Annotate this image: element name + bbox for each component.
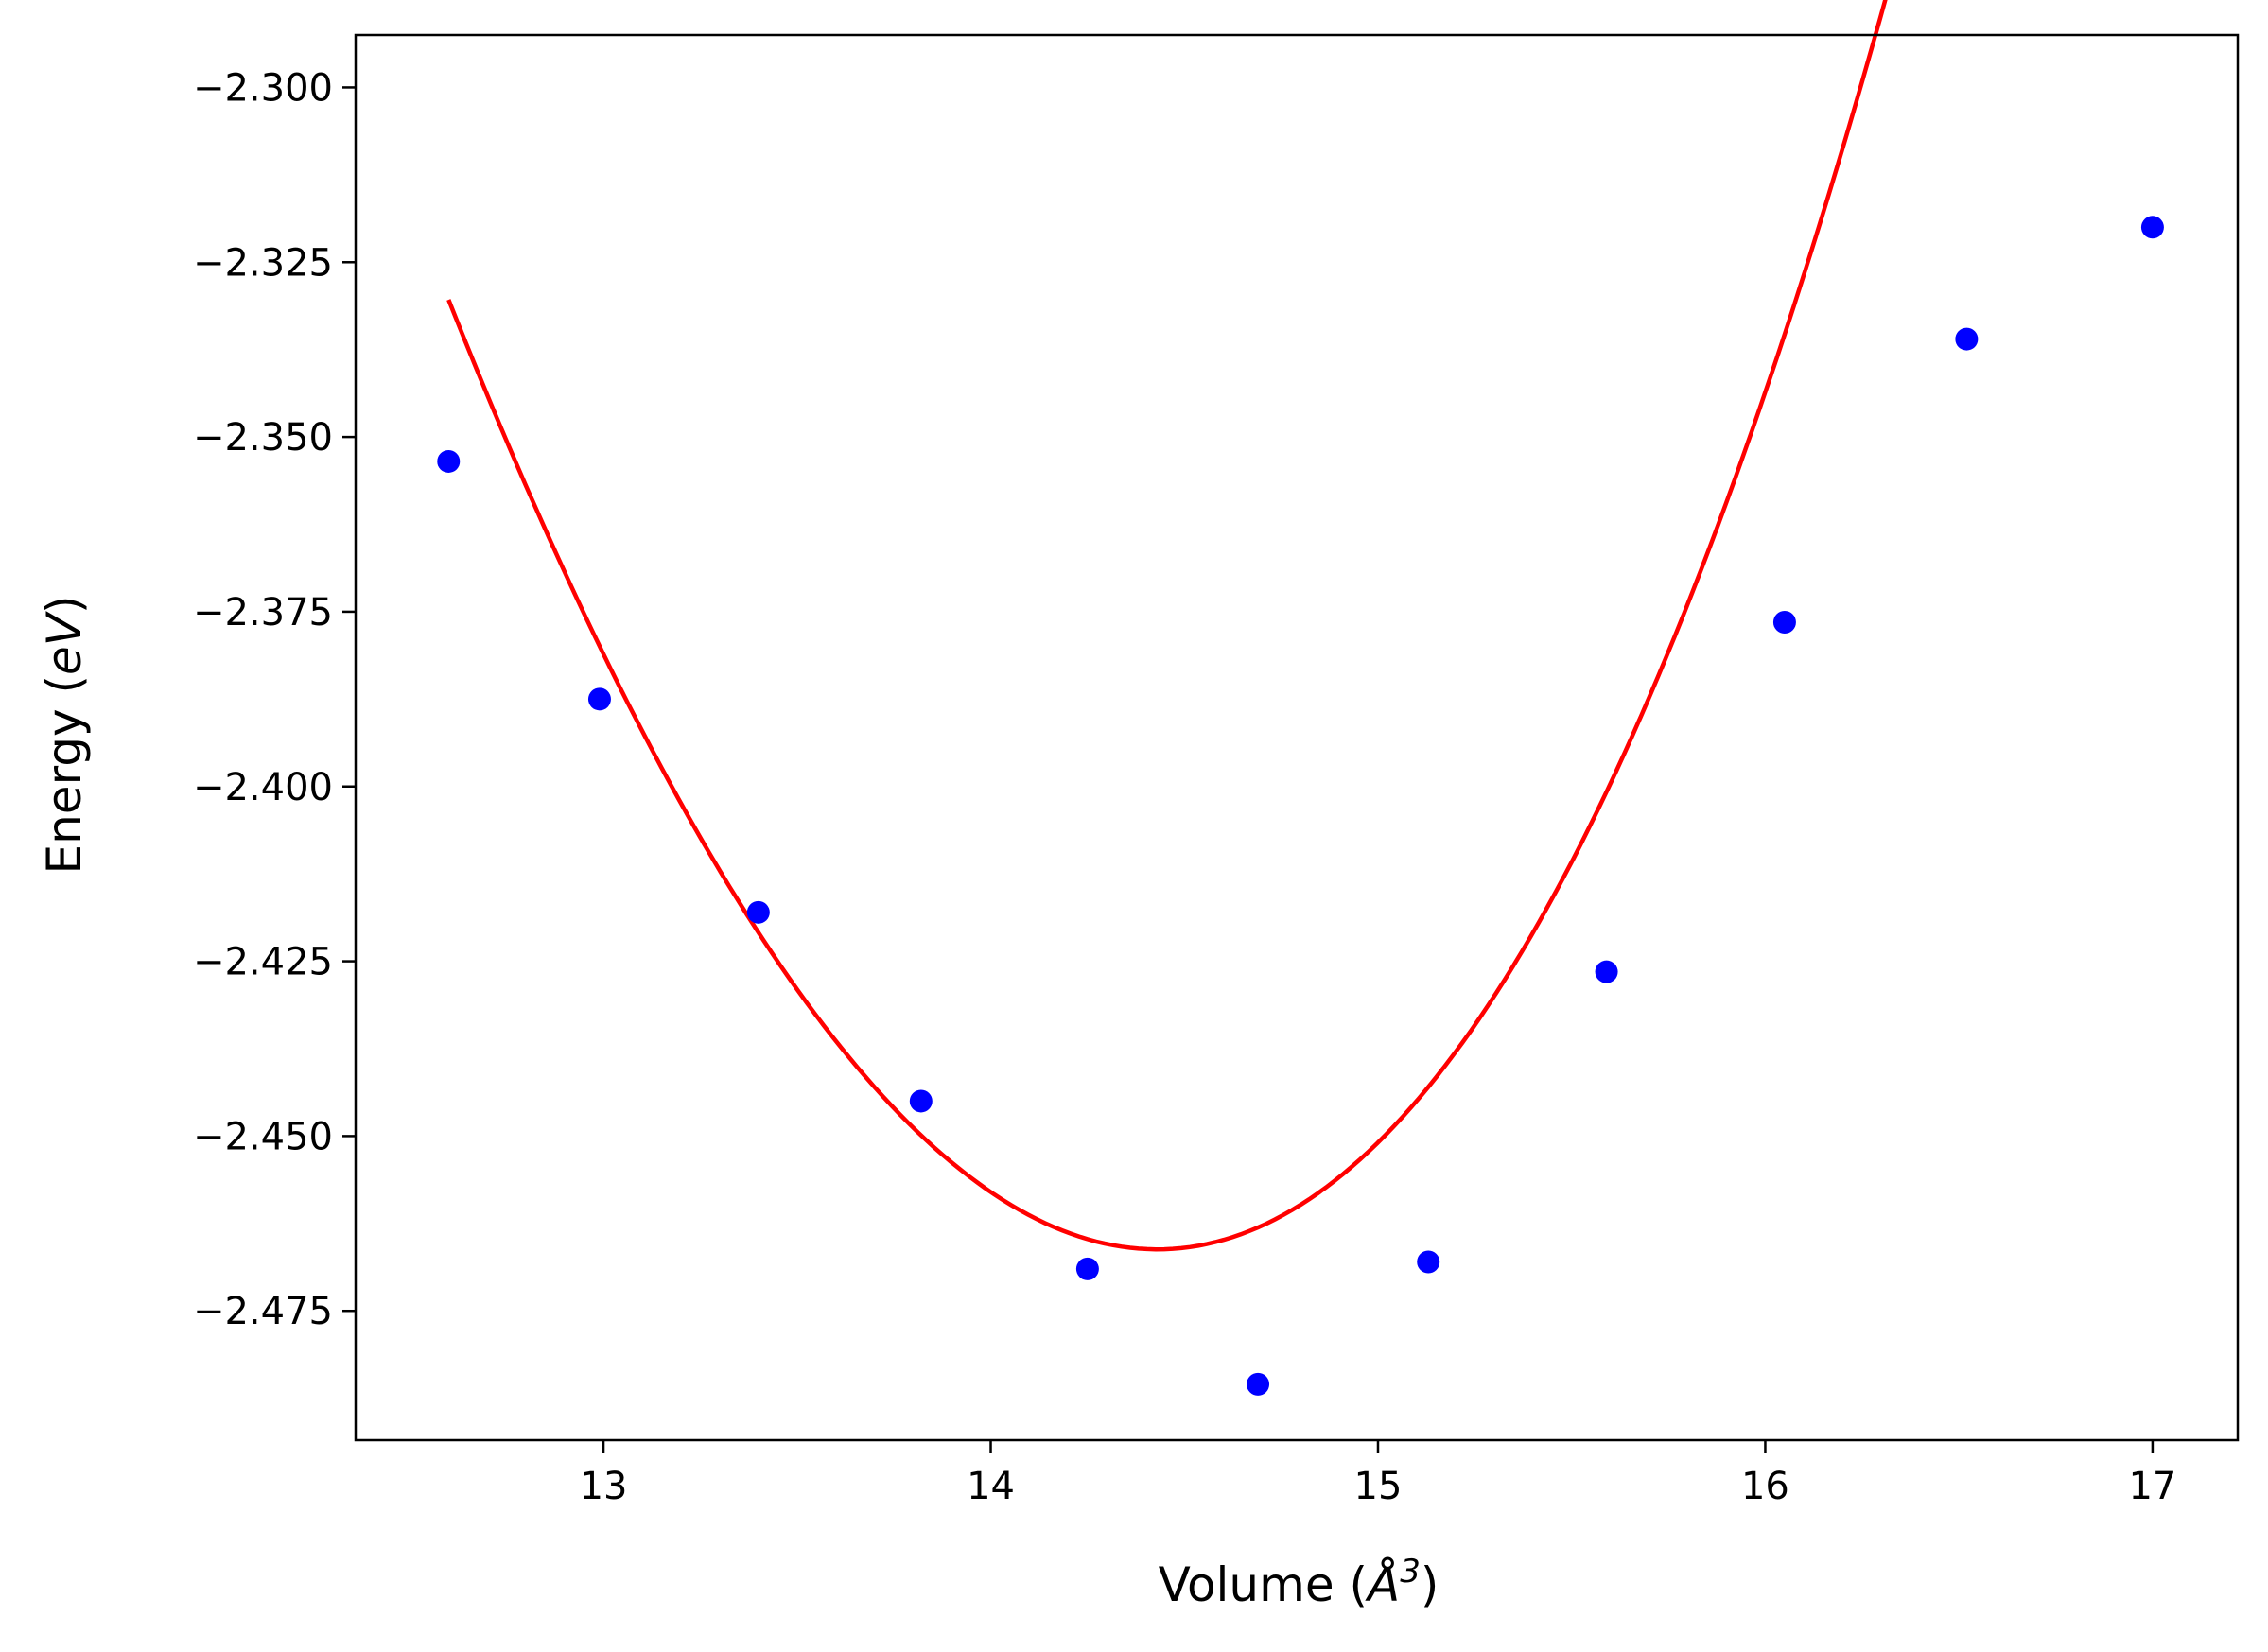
data-point <box>1417 1250 1440 1274</box>
fit-curve-group <box>446 0 1888 1252</box>
x-axis-label: Volume (Å3) <box>1159 1553 1439 1612</box>
x-axis-ticks: 13 14 15 16 17 <box>580 1440 2176 1508</box>
x-tick-label: 17 <box>2128 1465 2176 1508</box>
y-tick-label: −2.325 <box>193 241 333 285</box>
x-tick-label: 13 <box>580 1465 628 1508</box>
data-point <box>1247 1372 1270 1396</box>
y-tick-label: −2.400 <box>193 766 333 809</box>
data-point <box>746 900 770 924</box>
data-point <box>1075 1257 1099 1280</box>
data-point <box>437 449 461 473</box>
y-tick-label: −2.350 <box>193 416 333 460</box>
y-axis-ticks: −2.300 −2.325 −2.350 −2.375 −2.400 −2.425 −2.4… <box>193 66 356 1333</box>
y-axis-label: Energy (eV) <box>37 596 92 875</box>
axes-frame <box>354 33 2240 1442</box>
data-point <box>1772 611 1796 635</box>
x-tick-label: 16 <box>1741 1465 1789 1508</box>
data-point <box>1955 327 1979 351</box>
data-point <box>1595 960 1618 983</box>
fit-curve-line <box>446 0 1888 1252</box>
data-point <box>587 687 611 711</box>
x-tick-label: 15 <box>1354 1465 1403 1508</box>
x-tick-label: 14 <box>967 1465 1015 1508</box>
y-tick-label: −2.300 <box>193 66 333 110</box>
data-point <box>909 1089 933 1113</box>
y-tick-label: −2.475 <box>193 1290 333 1333</box>
data-points-group <box>437 216 2164 1396</box>
data-point <box>2140 216 2164 239</box>
y-tick-label: −2.450 <box>193 1115 333 1158</box>
y-tick-label: −2.425 <box>193 941 333 984</box>
y-tick-label: −2.375 <box>193 591 333 635</box>
